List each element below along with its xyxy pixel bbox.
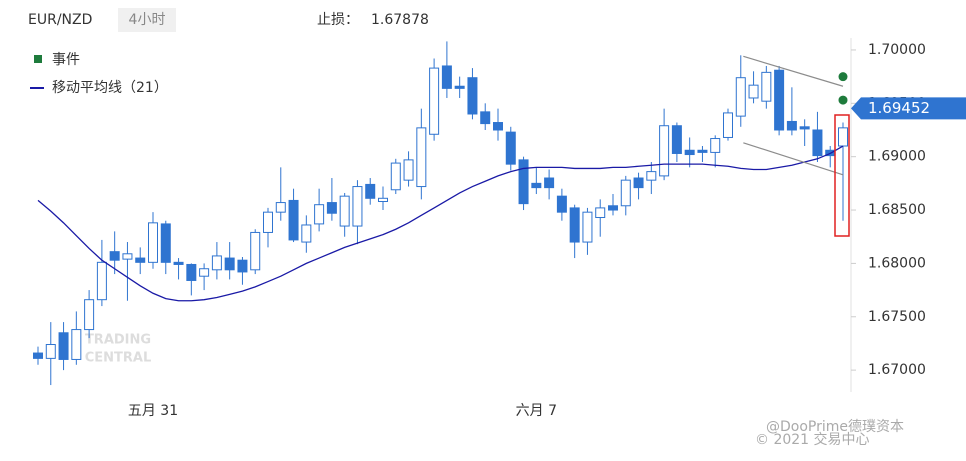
candle-body	[326, 202, 337, 214]
candle-body	[556, 195, 567, 213]
candle-body	[288, 199, 299, 241]
candle-body	[595, 207, 606, 219]
legend-label: 事件	[52, 52, 80, 68]
candle-body	[774, 69, 785, 131]
candle-body	[761, 71, 772, 102]
candle-body	[275, 202, 286, 213]
legend-label: 移动平均线（21）	[52, 80, 168, 96]
candle-body	[58, 332, 69, 360]
candle-body	[416, 127, 427, 188]
candle-body	[135, 257, 146, 263]
copyright: © 2021 交易中心	[755, 431, 870, 448]
y-tick-label: 1.67500	[868, 309, 926, 325]
candle-body	[723, 112, 733, 138]
candle-body	[505, 131, 516, 165]
candle-body	[84, 299, 95, 331]
candle-body	[263, 211, 273, 233]
y-tick-label: 1.68500	[868, 202, 926, 218]
candle-body	[454, 85, 465, 89]
candle-body	[224, 257, 235, 271]
candle-body	[684, 149, 695, 156]
highlight-box	[834, 114, 850, 237]
ma-line	[37, 145, 844, 302]
watermark: CENTRAL	[85, 351, 152, 366]
candle-body	[633, 177, 644, 189]
symbol: EUR/NZD	[28, 12, 92, 28]
event-dot	[838, 95, 848, 105]
candle-body	[403, 159, 414, 181]
y-tick-label: 1.69000	[868, 149, 926, 165]
candle-body	[352, 186, 363, 227]
candle-body	[199, 268, 210, 277]
stop-loss: 1.67878	[371, 12, 429, 28]
candle-body	[710, 138, 721, 153]
candle-body	[480, 111, 491, 125]
candle-body	[467, 77, 478, 115]
candle-body	[838, 127, 848, 147]
trendline	[743, 55, 844, 87]
price-badge-label: 1.69452	[868, 99, 930, 117]
candle-body	[378, 197, 388, 202]
candle-body	[339, 195, 350, 227]
candle-body	[608, 205, 618, 211]
candle-body	[390, 162, 401, 191]
trendline	[743, 142, 844, 176]
candle-body	[659, 125, 670, 177]
candle-body	[160, 223, 171, 263]
candle-body	[493, 122, 503, 131]
candle-body	[96, 261, 107, 301]
candle-body	[173, 261, 184, 265]
candle-body	[544, 177, 555, 189]
legend-swatch	[34, 55, 42, 63]
watermark: TRADING	[85, 333, 151, 348]
event-dot	[838, 72, 848, 82]
candle-body	[250, 231, 261, 271]
candle-body	[365, 183, 376, 199]
candle-body	[518, 159, 529, 205]
candle-body	[33, 352, 43, 359]
y-tick-label: 1.70000	[868, 42, 926, 58]
source: @DooPrime德璞资本	[766, 419, 904, 435]
timeframe[interactable]: 4小时	[129, 12, 166, 28]
candle-body	[441, 65, 452, 89]
candle-body	[301, 224, 312, 243]
candle-body	[569, 207, 580, 243]
candle-body	[812, 129, 823, 157]
candle-body	[697, 149, 708, 153]
candle-body	[237, 259, 248, 273]
candle-body	[646, 171, 657, 181]
candle-body	[429, 67, 440, 135]
candle-body	[186, 263, 197, 281]
y-tick-label: 1.67000	[868, 362, 926, 378]
price-badge	[851, 97, 966, 120]
candle-body	[122, 253, 133, 260]
candle-body	[582, 211, 593, 243]
candle-body	[148, 222, 158, 263]
x-tick-label: 五月 31	[128, 403, 178, 419]
candle-body	[211, 255, 222, 271]
candle-body	[71, 329, 82, 360]
candle-body	[45, 344, 56, 359]
y-tick-label: 1.68000	[868, 255, 926, 271]
candle-body	[799, 126, 810, 130]
candle-body	[671, 125, 682, 154]
candle-body	[786, 120, 797, 131]
x-tick-label: 六月 7	[516, 403, 557, 419]
candle-body	[620, 179, 631, 207]
stop-loss-label: 止损：	[317, 12, 359, 28]
candle-body	[109, 251, 120, 261]
candle-body	[531, 182, 542, 189]
candle-body	[314, 204, 325, 225]
candle-body	[735, 77, 746, 117]
timeframe-box	[118, 8, 176, 32]
candle-body	[748, 84, 759, 99]
